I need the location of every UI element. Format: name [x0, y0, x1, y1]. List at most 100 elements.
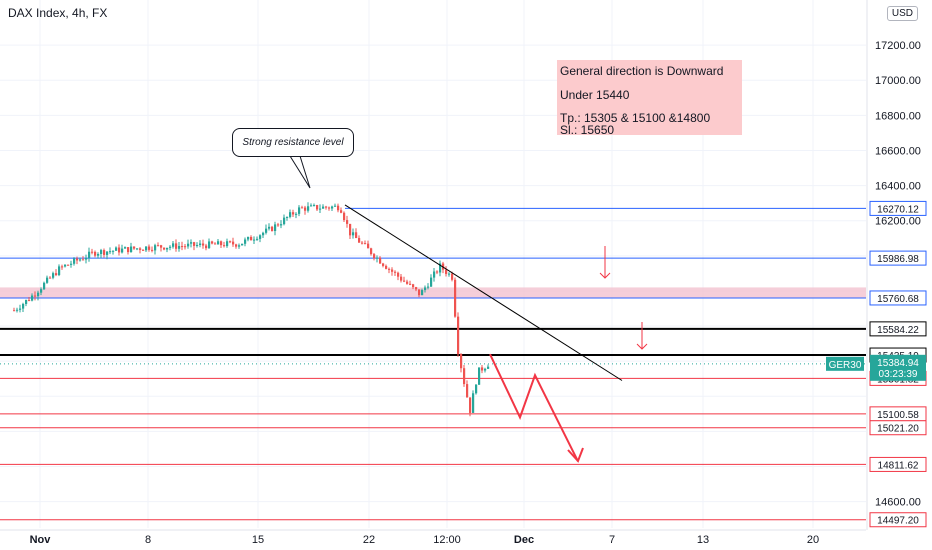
callout-pointer — [289, 155, 311, 189]
y-tick-label: 16400.00 — [875, 181, 921, 193]
price-level-label: 15760.68 — [877, 294, 919, 305]
candle-body — [322, 206, 325, 209]
candle-body — [193, 242, 196, 246]
candle-body — [313, 205, 316, 207]
candle-body — [397, 272, 400, 277]
candle-body — [436, 271, 439, 273]
candle-body — [364, 243, 367, 245]
candle-body — [346, 220, 349, 224]
candle-body — [121, 248, 124, 253]
symbol-tag — [826, 356, 864, 371]
candle-body — [367, 243, 370, 249]
candle-body — [220, 241, 223, 246]
price-level-tag — [869, 456, 927, 472]
candle-body — [391, 269, 394, 272]
candle-body — [61, 266, 64, 268]
candle-body — [337, 205, 340, 211]
candle-body — [433, 271, 436, 278]
x-tick-label: 13 — [697, 534, 709, 546]
candle-body — [25, 299, 28, 304]
candle-body — [478, 367, 481, 385]
price-level-label: 16270.12 — [877, 204, 919, 215]
annotation-line: General direction is Downward — [560, 64, 724, 78]
annotation-line: Under 15440 — [560, 88, 630, 102]
candle-body — [64, 264, 67, 267]
candlesticks — [13, 202, 490, 417]
candle-body — [34, 295, 37, 297]
price-level-label: 15986.98 — [877, 254, 919, 265]
candle-body — [286, 216, 289, 218]
candle-body — [415, 287, 418, 290]
candle-body — [178, 246, 181, 249]
candle-body — [475, 384, 478, 394]
price-level-label: 15021.20 — [877, 424, 919, 435]
candle-body — [160, 245, 163, 248]
candle-body — [106, 251, 109, 255]
candle-body — [259, 235, 262, 239]
candle-body — [241, 243, 244, 246]
price-level-label: 14497.20 — [877, 516, 919, 527]
candle-body — [181, 246, 184, 248]
candle-body — [481, 367, 484, 371]
candle-body — [16, 309, 19, 311]
candle-body — [361, 242, 364, 244]
candle-body — [67, 264, 70, 266]
candle-body — [289, 212, 292, 217]
price-level-tag — [869, 420, 927, 436]
candle-body — [217, 241, 220, 245]
candle-body — [235, 244, 238, 247]
down-arrow-icon — [599, 272, 611, 279]
candle-body — [295, 213, 298, 215]
candle-body — [199, 243, 202, 246]
candle-body — [352, 232, 355, 236]
candle-body — [385, 265, 388, 269]
candle-body — [163, 247, 166, 250]
candle-body — [136, 248, 139, 250]
candle-body — [325, 206, 328, 208]
chart-title: DAX Index, 4h, FX — [8, 6, 108, 20]
candle-body — [226, 241, 229, 247]
candle-body — [13, 310, 16, 312]
candle-body — [451, 273, 454, 280]
y-tick-label: 16600.00 — [875, 145, 921, 157]
zone-rect — [0, 287, 866, 298]
annotation-line: Sl.: 15650 — [560, 123, 615, 137]
candle-body — [55, 273, 58, 276]
price-level-label: 14811.62 — [878, 460, 919, 471]
candle-body — [466, 384, 469, 398]
candle-body — [154, 245, 157, 251]
currency-button[interactable]: USD — [886, 6, 918, 21]
projection-line — [489, 353, 579, 462]
x-tick-label: Dec — [514, 534, 534, 546]
candle-body — [298, 207, 301, 214]
candle-body — [379, 257, 382, 264]
down-arrows — [289, 155, 648, 350]
candle-body — [448, 273, 451, 275]
candle-body — [175, 243, 178, 249]
price-level-tag — [869, 321, 927, 337]
price-level-tag — [869, 290, 927, 306]
candle-body — [472, 393, 475, 413]
candle-body — [454, 279, 457, 317]
projection-path — [489, 353, 584, 463]
candle-body — [319, 208, 322, 210]
price-level-tag — [869, 512, 927, 528]
candle-body — [262, 232, 265, 236]
x-tick-label: 22 — [363, 534, 375, 546]
candle-body — [250, 236, 253, 241]
candle-body — [310, 205, 313, 207]
candle-body — [85, 257, 88, 260]
candle-body — [100, 250, 103, 255]
candle-body — [301, 207, 304, 209]
candle-body — [58, 266, 61, 276]
candle-body — [166, 247, 169, 250]
candle-body — [469, 397, 472, 413]
candle-body — [130, 246, 133, 253]
candle-body — [94, 251, 97, 256]
candle-body — [277, 224, 280, 226]
candle-body — [115, 247, 118, 251]
candle-body — [307, 206, 310, 211]
candle-body — [316, 205, 319, 210]
y-tick-label: 16200.00 — [875, 216, 921, 228]
y-tick-label: 14600.00 — [875, 497, 921, 509]
